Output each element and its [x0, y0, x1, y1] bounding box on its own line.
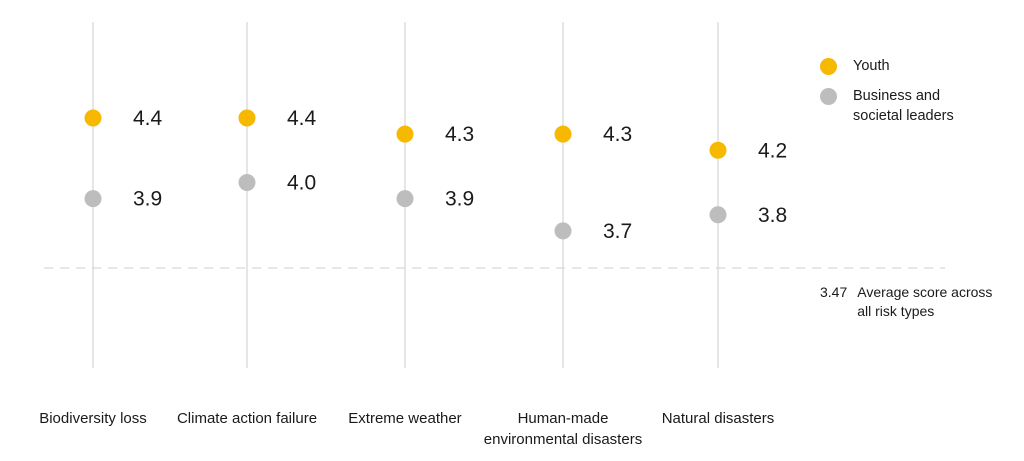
youth-point	[709, 141, 727, 159]
youth-point	[554, 125, 572, 143]
legend-item-leaders: Business and societal leaders	[820, 86, 1020, 126]
youth-point	[396, 125, 414, 143]
leaders-point	[396, 190, 414, 208]
youth-point	[84, 109, 102, 127]
legend-swatch-leaders	[820, 88, 837, 105]
average-annotation: 3.47 Average score across all risk types	[820, 283, 1007, 321]
leaders-point	[84, 190, 102, 208]
youth-value-label: 4.3	[603, 123, 632, 146]
leaders-value-label: 3.8	[758, 204, 787, 227]
category-label: Climate action failure	[177, 410, 317, 427]
youth-value-label: 4.3	[445, 123, 474, 146]
leaders-point	[238, 174, 256, 192]
leaders-value-label: 4.0	[287, 172, 316, 195]
category-label: Extreme weather	[348, 410, 461, 427]
category-label: Human-made environmental disasters	[484, 410, 642, 448]
category-label: Biodiversity loss	[39, 410, 147, 427]
average-label: Average score across all risk types	[857, 284, 993, 319]
legend-item-youth: Youth	[820, 56, 1020, 76]
leaders-value-label: 3.9	[445, 188, 474, 211]
leaders-value-label: 3.9	[133, 188, 162, 211]
legend: Youth Business and societal leaders	[820, 56, 1020, 136]
category-label: Natural disasters	[662, 410, 775, 427]
legend-label-leaders: Business and societal leaders	[853, 88, 954, 124]
youth-value-label: 4.2	[758, 139, 787, 162]
leaders-point	[709, 206, 727, 224]
legend-label-youth: Youth	[853, 58, 890, 74]
leaders-value-label: 3.7	[603, 220, 632, 243]
legend-swatch-youth	[820, 58, 837, 75]
youth-value-label: 4.4	[133, 107, 163, 130]
youth-value-label: 4.4	[287, 107, 317, 130]
average-value: 3.47	[820, 284, 848, 300]
youth-point	[238, 109, 256, 127]
leaders-point	[554, 222, 572, 240]
